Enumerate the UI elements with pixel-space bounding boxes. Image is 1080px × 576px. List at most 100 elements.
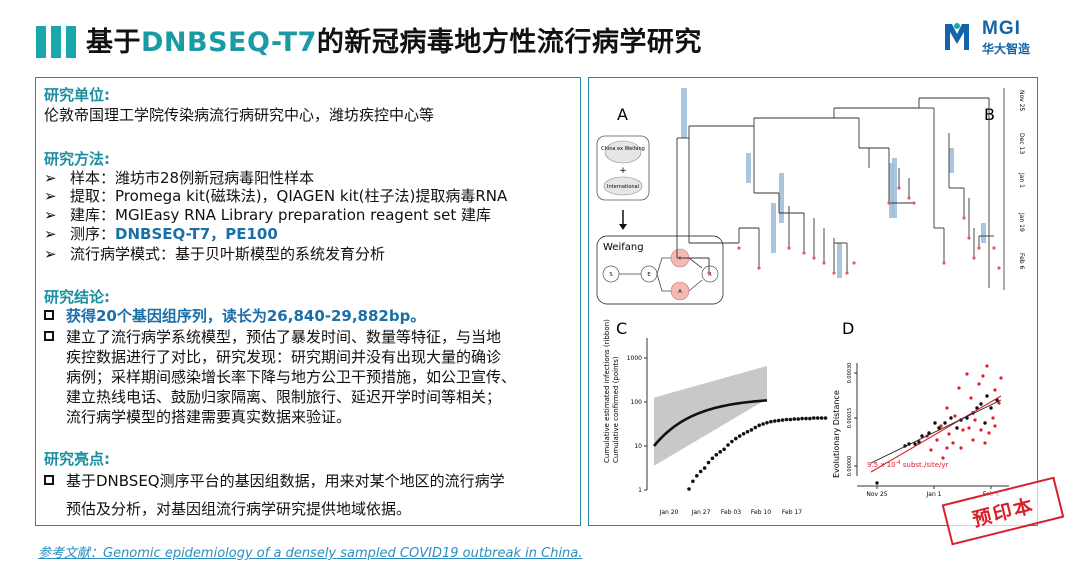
tree-tip — [822, 261, 826, 265]
panel-b-tree: Nov 25 Dec 13 Jan 1 Jan 19 Feb 6 — [676, 88, 1025, 290]
c-confirmed-point — [691, 479, 695, 484]
c-confirmed-point — [749, 428, 754, 432]
panel-label-d: D — [842, 319, 854, 338]
result-heading: 研究结论: — [44, 288, 110, 306]
c-confirmed-point — [722, 447, 726, 452]
reference-link[interactable]: 参考文献：Genomic epidemiology of a densely s… — [38, 546, 583, 561]
method-item-model: ➢ 流行病学模式：基于贝叶斯模型的系统发育分析 — [44, 245, 386, 263]
c-confirmed-point — [784, 417, 789, 422]
tree-hpd-bar — [771, 203, 776, 253]
c-confirmed-point — [776, 418, 781, 423]
method-item-library: ➢ 建库：MGIEasy RNA Library preparation reag… — [44, 206, 492, 224]
tree-tip — [757, 266, 761, 270]
c-ylabel-2: Cumulative confirmed (points) — [612, 356, 620, 463]
c-confirmed-point — [706, 460, 711, 465]
d-red-point — [957, 386, 961, 390]
tree-tip — [737, 246, 741, 250]
result-item-genomes: 获得20个基因组序列，读长为26,840-29,882bp。 — [44, 305, 425, 326]
c-x-tick-label: Feb 17 — [782, 509, 802, 516]
tree-tip — [832, 271, 836, 275]
d-red-point — [997, 401, 1001, 405]
c-confirmed-point — [698, 469, 703, 474]
c-confirmed-point — [695, 473, 699, 478]
state-i-label: I — [679, 256, 680, 262]
china-label: China ex Weifang — [601, 146, 645, 152]
d-red-point — [977, 382, 981, 386]
tree-tip — [852, 261, 856, 265]
tree-tip — [912, 201, 916, 205]
c-confirmed-point — [737, 434, 742, 438]
d-black-point — [943, 421, 947, 425]
d-red-point — [967, 426, 971, 430]
weifang-label: Weifang — [603, 242, 644, 253]
d-red-point — [973, 418, 977, 422]
tree-hpd-bar — [837, 243, 842, 278]
c-confirmed-point — [730, 439, 734, 444]
tree-hpd-bar — [981, 223, 986, 243]
highlight-line: 基于DNBSEQ测序平台的基因组数据，用来对某个地区的流行病学 — [44, 470, 505, 491]
d-black-point — [983, 421, 987, 425]
c-confirmed-point — [757, 423, 761, 428]
tree-hpd-bar — [892, 158, 897, 218]
c-confirmed-point — [780, 418, 785, 422]
d-black-point — [920, 434, 924, 438]
c-confirmed-point — [702, 466, 707, 470]
c-confirmed-point — [800, 416, 804, 421]
panel-a-diagram: China ex Weifang + International Weifang… — [596, 135, 724, 305]
d-ylabel: Evolutionary Distance — [832, 390, 841, 478]
unit-text: 伦敦帝国理工学院传染病流行病研究中心，潍坊疾控中心等 — [44, 106, 435, 124]
c-confirmed-point — [714, 452, 719, 457]
d-black-point — [875, 481, 879, 485]
result-line: 建立了流行病学系统模型，预估了暴发时间、数量等特征，与当地 — [44, 326, 501, 347]
c-confirmed-point — [769, 419, 773, 424]
tree-hpd-bar — [949, 148, 954, 173]
d-black-point — [975, 406, 979, 410]
c-confirmed-point — [765, 420, 769, 425]
d-y-tick-label: 0.00015 — [847, 408, 853, 429]
c-confirmed-point — [808, 416, 812, 421]
c-confirmed-point — [687, 487, 691, 491]
d-red-point — [945, 446, 949, 450]
tree-tip — [977, 246, 981, 250]
highlight-line: 预估及分析，对基因组流行病学研究提供地域依据。 — [66, 500, 412, 518]
d-black-point — [913, 442, 917, 446]
tree-tip — [972, 256, 976, 260]
c-confirmed-point — [773, 419, 777, 423]
d-black-point — [949, 416, 953, 420]
d-red-point — [959, 446, 963, 450]
c-confirmed-point — [796, 417, 800, 421]
state-arrows — [619, 257, 703, 292]
method-item-sample: ➢ 样本：潍坊市28例新冠病毒阳性样本 — [44, 169, 315, 187]
tree-tip — [787, 246, 791, 250]
method-heading: 研究方法: — [44, 150, 110, 168]
tree-tip — [887, 201, 891, 205]
tree-date-label: Nov 25 — [1018, 90, 1025, 111]
d-red-point — [993, 424, 997, 428]
d-red-point — [981, 374, 985, 378]
method-item-extraction: ➢ 提取：Promega kit(磁珠法)，QIAGEN kit(柱子法)提取病毒… — [44, 187, 508, 205]
tree-tip — [707, 271, 711, 275]
d-black-point — [937, 426, 941, 430]
tree-tip — [907, 196, 911, 200]
tree-hpd-bar — [889, 163, 894, 218]
d-red-point — [993, 388, 997, 392]
c-confirmed-point — [815, 416, 820, 420]
panel-d-chart: Evolutionary Distance 0.00030 0.00015 0.00… — [832, 363, 1009, 498]
tree-hpd-bar — [681, 88, 687, 138]
d-x-tick-label: Nov 25 — [866, 491, 887, 498]
c-confirmed-point — [792, 417, 797, 421]
tree-tip — [802, 251, 806, 255]
result-line: 建立热线电话、鼓励归家隔离、限制旅行、延迟开学时间等相关； — [66, 388, 502, 406]
c-y-tick-label: 1000 — [627, 355, 642, 362]
highlight-heading: 研究亮点: — [44, 450, 110, 468]
d-red-point — [965, 372, 969, 376]
international-node — [603, 176, 643, 196]
china-node — [604, 140, 642, 164]
c-x-tick-label: Jan 27 — [691, 509, 711, 516]
tree-hpd-bar — [779, 173, 784, 223]
c-confirmed-point — [788, 417, 793, 422]
d-red-point — [985, 364, 989, 368]
c-infection-ribbon — [654, 365, 767, 466]
tree-tip — [942, 261, 946, 265]
logo-subtext: 华大智造 — [982, 42, 1031, 56]
